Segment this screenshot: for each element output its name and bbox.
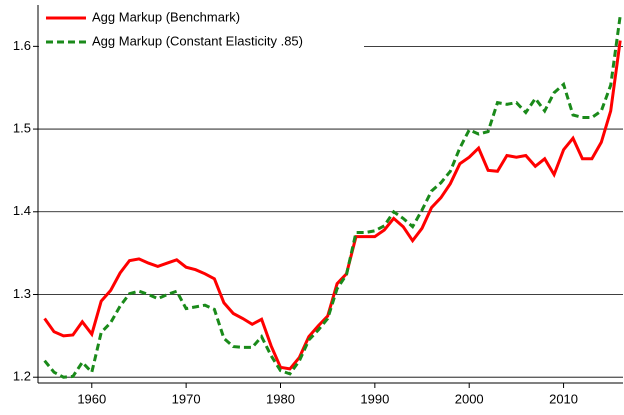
y-tick-label: 1.4 [13,203,31,218]
x-tick-label: 2000 [455,391,484,406]
y-tick-label: 1.6 [13,38,31,53]
y-tick-label: 1.5 [13,121,31,136]
series-line [43,40,622,371]
x-tick-label: 1990 [360,391,389,406]
legend: Agg Markup (Benchmark) Agg Markup (Consta… [39,5,364,59]
legend-label: Agg Markup (Constant Elasticity .85) [92,33,303,48]
legend-label: Agg Markup (Benchmark) [92,9,240,24]
x-tick-label: 1980 [266,391,295,406]
series-line [43,15,622,379]
x-tick-label: 1960 [77,391,106,406]
y-tick-label: 1.3 [13,286,31,301]
x-tick-label: 1970 [172,391,201,406]
legend-box [39,5,364,59]
y-tick-label: 1.2 [13,369,31,384]
x-tick-label: 2010 [549,391,578,406]
